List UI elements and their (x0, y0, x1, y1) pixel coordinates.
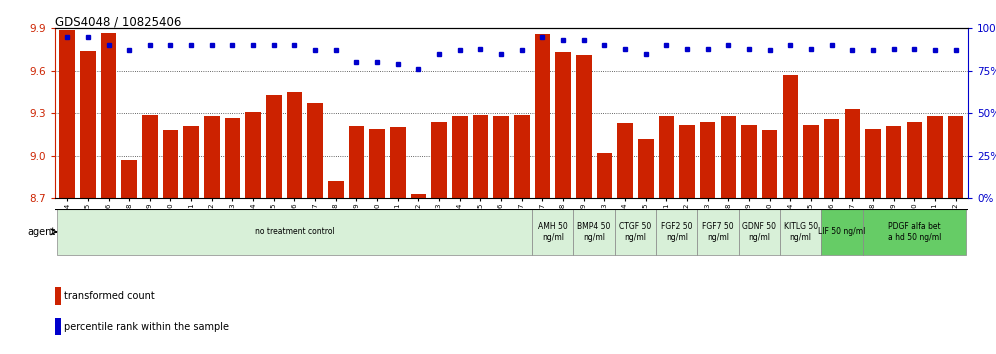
Bar (804, 125, 819, 198)
Bar (162, 130, 178, 198)
Bar (308, 103, 323, 198)
Bar (741, 125, 757, 198)
Text: FGF2 50
ng/ml: FGF2 50 ng/ml (661, 222, 692, 241)
Bar (183, 126, 199, 198)
Bar (370, 129, 384, 198)
Bar (824, 119, 840, 198)
Bar (55, 318, 62, 336)
Text: CTGF 50
ng/ml: CTGF 50 ng/ml (620, 222, 651, 241)
Bar (452, 116, 467, 198)
Bar (762, 130, 778, 198)
Bar (225, 118, 240, 198)
Bar (863, 209, 966, 255)
Bar (328, 181, 344, 198)
Text: BMP4 50
ng/ml: BMP4 50 ng/ml (578, 222, 611, 241)
Bar (245, 112, 261, 198)
Bar (783, 75, 798, 198)
Text: FGF7 50
ng/ml: FGF7 50 ng/ml (702, 222, 734, 241)
Text: GDS4048 / 10825406: GDS4048 / 10825406 (55, 15, 181, 28)
Text: agent: agent (27, 227, 55, 237)
Bar (658, 116, 674, 198)
Bar (349, 126, 365, 198)
Text: GDNF 50
ng/ml: GDNF 50 ng/ml (742, 222, 777, 241)
Bar (721, 116, 736, 198)
Bar (700, 122, 715, 198)
Text: AMH 50
ng/ml: AMH 50 ng/ml (538, 222, 568, 241)
Text: percentile rank within the sample: percentile rank within the sample (64, 321, 229, 332)
Bar (780, 209, 822, 255)
Bar (822, 209, 863, 255)
Bar (638, 139, 653, 198)
Bar (597, 153, 613, 198)
Bar (514, 115, 530, 198)
Bar (866, 129, 880, 198)
Bar (535, 34, 550, 198)
Text: transformed count: transformed count (64, 291, 154, 301)
Bar (906, 122, 922, 198)
Bar (493, 116, 509, 198)
Bar (556, 52, 571, 198)
Text: PDGF alfa bet
a hd 50 ng/ml: PDGF alfa bet a hd 50 ng/ml (887, 222, 941, 241)
Bar (845, 109, 861, 198)
Bar (55, 287, 62, 305)
Bar (287, 92, 302, 198)
Bar (266, 95, 282, 198)
Bar (101, 33, 117, 198)
Bar (739, 209, 780, 255)
Bar (618, 123, 632, 198)
Bar (473, 115, 488, 198)
Bar (204, 116, 219, 198)
Bar (697, 209, 739, 255)
Bar (615, 209, 656, 255)
Bar (57, 209, 532, 255)
Text: LIF 50 ng/ml: LIF 50 ng/ml (819, 227, 866, 236)
Bar (122, 160, 136, 198)
Bar (410, 194, 426, 198)
Bar (656, 209, 697, 255)
Bar (532, 209, 574, 255)
Bar (80, 51, 96, 198)
Bar (927, 116, 943, 198)
Bar (948, 116, 963, 198)
Bar (390, 127, 405, 198)
Bar (60, 30, 75, 198)
Text: no treatment control: no treatment control (255, 227, 335, 236)
Bar (574, 209, 615, 255)
Bar (431, 122, 447, 198)
Bar (576, 55, 592, 198)
Text: KITLG 50
ng/ml: KITLG 50 ng/ml (784, 222, 818, 241)
Bar (679, 125, 695, 198)
Bar (142, 115, 157, 198)
Bar (886, 126, 901, 198)
